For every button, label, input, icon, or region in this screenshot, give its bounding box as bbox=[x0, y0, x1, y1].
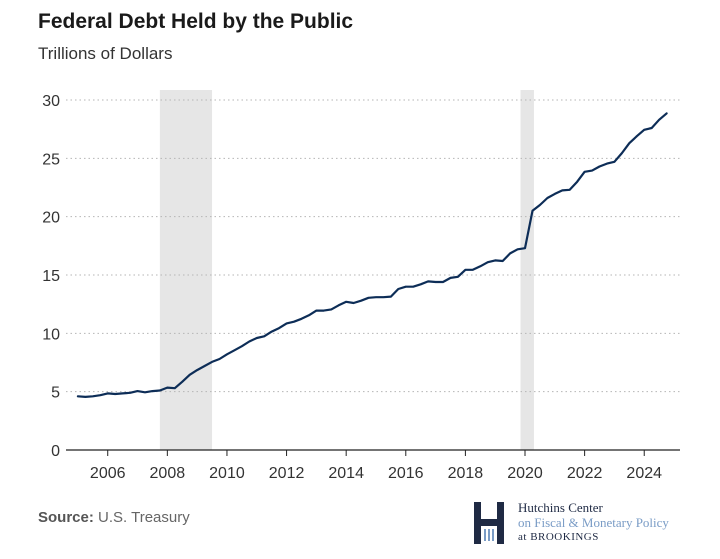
x-tick-label: 2014 bbox=[328, 465, 364, 482]
debt-line-chart: 0 5 10 15 20 25 30 2006 2008 2010 2012 2014 2016 201… bbox=[42, 90, 680, 482]
y-axis-ticks: 0 5 10 15 20 25 30 bbox=[42, 93, 60, 460]
chart-title: Federal Debt Held by the Public bbox=[38, 10, 354, 33]
y-tick-label: 0 bbox=[51, 443, 60, 460]
x-tick-label: 2008 bbox=[150, 465, 186, 482]
recession-band bbox=[159, 90, 213, 450]
source-note: Source: U.S. Treasury bbox=[38, 509, 190, 526]
chart-subtitle: Trillions of Dollars bbox=[38, 44, 173, 63]
series-line bbox=[76, 112, 668, 398]
x-tick-label: 2024 bbox=[626, 465, 662, 482]
hutchins-h-icon bbox=[474, 502, 504, 544]
recession-bands bbox=[159, 90, 534, 450]
x-tick-label: 2020 bbox=[507, 465, 543, 482]
x-tick-label: 2006 bbox=[90, 465, 126, 482]
hutchins-logo: Hutchins Center on Fiscal & Monetary Pol… bbox=[474, 500, 669, 546]
x-tick-label: 2018 bbox=[448, 465, 484, 482]
x-tick-label: 2012 bbox=[269, 465, 305, 482]
recession-band bbox=[520, 90, 534, 450]
x-tick-label: 2016 bbox=[388, 465, 424, 482]
logo-line-2: on Fiscal & Monetary Policy bbox=[518, 515, 669, 530]
logo-line-1: Hutchins Center bbox=[518, 500, 603, 515]
y-tick-label: 10 bbox=[42, 326, 60, 343]
source-label: Source: bbox=[38, 509, 94, 526]
y-tick-label: 5 bbox=[51, 385, 60, 402]
y-tick-label: 30 bbox=[42, 93, 60, 110]
source-text: U.S. Treasury bbox=[98, 509, 190, 526]
y-tick-label: 15 bbox=[42, 268, 60, 285]
x-tick-label: 2010 bbox=[209, 465, 245, 482]
logo-line-3: at BROOKINGS bbox=[518, 531, 599, 543]
x-tick-label: 2022 bbox=[567, 465, 603, 482]
series-layer bbox=[76, 112, 668, 398]
x-axis-ticks: 2006 2008 2010 2012 2014 2016 2018 2020 2022 2024 bbox=[90, 450, 662, 482]
gridlines bbox=[66, 99, 680, 451]
y-tick-label: 25 bbox=[42, 151, 60, 168]
y-tick-label: 20 bbox=[42, 210, 60, 227]
